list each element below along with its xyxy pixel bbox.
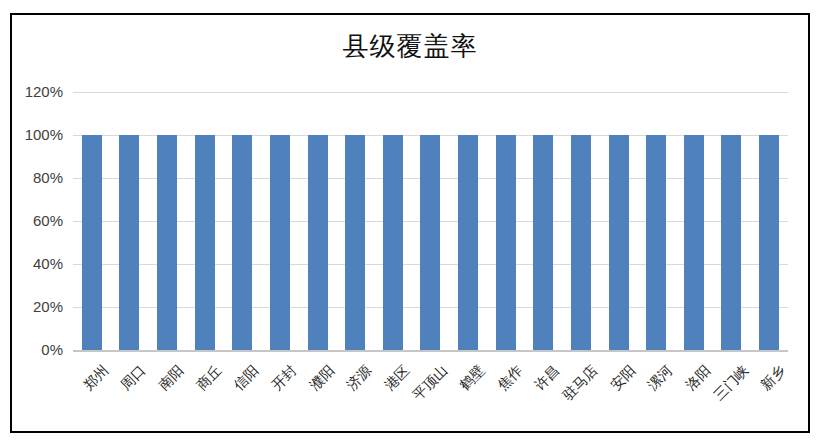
y-tick-label: 100%	[25, 126, 63, 143]
bar-slot	[374, 92, 412, 350]
bar-slot	[73, 92, 111, 350]
plot-area: 0%20%40%60%80%100%120% 郑州周口南阳商丘信阳开封濮阳济源港…	[73, 92, 788, 350]
bar-slot	[637, 92, 675, 350]
bar-slot	[750, 92, 788, 350]
bar-濮阳	[308, 135, 328, 350]
bar-slot	[148, 92, 186, 350]
bar-slot	[675, 92, 713, 350]
bar-slot	[562, 92, 600, 350]
x-axis-label: 濮阳	[306, 362, 339, 395]
x-axis-label: 信阳	[231, 362, 264, 395]
bar-slot	[261, 92, 299, 350]
x-axis-label: 三门峡	[710, 362, 752, 404]
x-axis-label: 开封	[268, 362, 301, 395]
bar-slot	[487, 92, 525, 350]
x-axis-label: 郑州	[80, 362, 113, 395]
bar-安阳	[609, 135, 629, 350]
y-tick-label: 0%	[41, 341, 63, 358]
bar-slot	[111, 92, 149, 350]
bar-slot	[299, 92, 337, 350]
bars-layer	[73, 92, 788, 350]
bar-新乡	[759, 135, 779, 350]
y-tick-label: 40%	[33, 255, 63, 272]
bar-slot	[600, 92, 638, 350]
bar-南阳	[157, 135, 177, 350]
chart-frame[interactable]: 县级覆盖率 0%20%40%60%80%100%120% 郑州周口南阳商丘信阳开…	[10, 13, 810, 433]
bar-济源	[345, 135, 365, 350]
x-axis-label: 漯河	[644, 362, 677, 395]
x-axis-label: 许昌	[532, 362, 565, 395]
y-tick-label: 120%	[25, 83, 63, 100]
bar-港区	[383, 135, 403, 350]
chart-title: 县级覆盖率	[12, 33, 808, 62]
x-axis-labels: 郑州周口南阳商丘信阳开封濮阳济源港区平顶山鹤壁焦作许昌驻马店安阳漯河洛阳三门峡新…	[73, 350, 788, 430]
bar-slot	[449, 92, 487, 350]
bar-洛阳	[684, 135, 704, 350]
x-axis-label: 洛阳	[682, 362, 715, 395]
y-tick-label: 60%	[33, 212, 63, 229]
x-axis-label: 驻马店	[559, 362, 601, 404]
bar-郑州	[82, 135, 102, 350]
bar-slot	[336, 92, 374, 350]
x-axis-label: 商丘	[193, 362, 226, 395]
bar-漯河	[646, 135, 666, 350]
bar-三门峡	[721, 135, 741, 350]
x-axis-label: 鹤壁	[456, 362, 489, 395]
x-axis-label: 新乡	[757, 362, 790, 395]
y-tick-label: 80%	[33, 169, 63, 186]
x-axis-label: 济源	[343, 362, 376, 395]
bar-许昌	[533, 135, 553, 350]
x-axis-label: 平顶山	[409, 362, 451, 404]
bar-周口	[119, 135, 139, 350]
bar-焦作	[496, 135, 516, 350]
bar-slot	[412, 92, 450, 350]
bar-slot	[713, 92, 751, 350]
bar-商丘	[195, 135, 215, 350]
x-axis-label: 焦作	[494, 362, 527, 395]
bar-slot	[525, 92, 563, 350]
bar-slot	[186, 92, 224, 350]
x-axis-label: 南阳	[155, 362, 188, 395]
y-tick-label: 20%	[33, 298, 63, 315]
bar-开封	[270, 135, 290, 350]
x-axis-label: 周口	[118, 362, 151, 395]
bar-鹤壁	[458, 135, 478, 350]
x-axis-label: 港区	[381, 362, 414, 395]
bar-平顶山	[420, 135, 440, 350]
bar-信阳	[232, 135, 252, 350]
x-axis-label: 安阳	[607, 362, 640, 395]
bar-slot	[224, 92, 262, 350]
bar-驻马店	[571, 135, 591, 350]
